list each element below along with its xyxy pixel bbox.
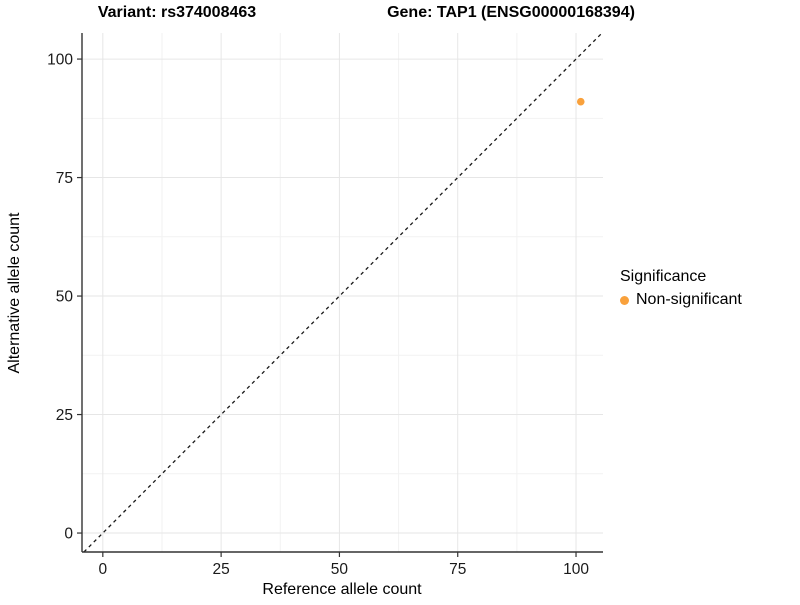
x-tick-label: 25 — [212, 561, 229, 578]
variant-title: Variant: rs374008463 — [97, 4, 257, 21]
y-tick-label: 0 — [64, 526, 73, 543]
y-tick-label: 100 — [47, 52, 73, 69]
y-tick-label: 75 — [56, 170, 73, 187]
legend-item-non-significant: Non-significant — [620, 291, 742, 309]
legend: Significance Non-significant — [620, 268, 742, 309]
x-axis-title: Reference allele count — [262, 581, 422, 598]
identity-line — [83, 32, 603, 553]
data-point — [576, 97, 585, 106]
y-tick-label: 50 — [56, 289, 74, 306]
y-tick-label: 25 — [56, 407, 73, 424]
y-axis-title: Alternative allele count — [6, 212, 23, 374]
x-tick-label: 0 — [99, 561, 108, 578]
legend-item-label: Non-significant — [636, 291, 742, 308]
x-tick-label: 50 — [331, 561, 349, 578]
gene-title: Gene: TAP1 (ENSG00000168394) — [387, 4, 635, 21]
x-tick-label: 75 — [449, 561, 466, 578]
legend-key-dot-icon — [620, 295, 629, 305]
legend-title: Significance — [620, 268, 707, 285]
x-tick-label: 100 — [563, 561, 589, 578]
